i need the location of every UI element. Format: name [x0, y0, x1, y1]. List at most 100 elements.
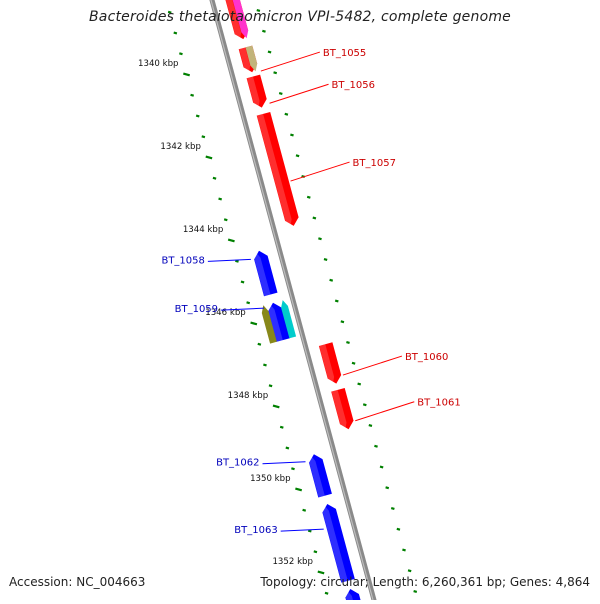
accession-text: Accession: NC_004663	[9, 575, 146, 589]
minor-tick	[379, 465, 384, 469]
tick-label: 1346 kbp	[205, 308, 246, 318]
gene-label[interactable]: BT_1061	[417, 398, 460, 409]
gene-label[interactable]: BT_1055	[323, 48, 366, 59]
minor-tick	[290, 133, 294, 137]
backbone	[209, 0, 378, 604]
gene-arrow[interactable]	[254, 250, 278, 297]
gene-features[interactable]	[221, 0, 364, 604]
minor-tick	[223, 218, 228, 222]
gene-label[interactable]: BT_1056	[332, 80, 375, 91]
gene-highlight	[268, 303, 283, 342]
minor-tick	[351, 361, 356, 365]
tick-label: 1342 kbp	[160, 142, 201, 152]
gene-arrow[interactable]	[228, 0, 249, 39]
minor-tick	[240, 280, 245, 284]
gene-label[interactable]: BT_1062	[216, 458, 259, 469]
minor-tick	[201, 135, 206, 139]
minor-tick	[318, 237, 322, 241]
gene-bt-1059[interactable]	[268, 302, 290, 342]
gene-arrow[interactable]	[245, 45, 258, 72]
minor-tick	[385, 486, 390, 490]
major-tick	[227, 238, 235, 243]
tick-label: 1350 kbp	[250, 474, 291, 484]
minor-tick	[313, 550, 318, 554]
gene-arrow[interactable]	[246, 74, 267, 108]
gene-label-leader	[342, 355, 403, 376]
gene-segment-3[interactable]	[245, 45, 258, 72]
minor-tick	[246, 301, 251, 305]
minor-tick	[357, 382, 362, 386]
minor-tick	[285, 446, 290, 450]
gene-bt-1056[interactable]	[246, 74, 267, 109]
gene-segment-14[interactable]	[345, 589, 364, 604]
gene-label[interactable]: BT_1060	[405, 352, 448, 363]
major-tick	[205, 155, 213, 160]
genome-title: Bacteroides thetaiotaomicron VPI-5482, c…	[88, 9, 511, 25]
minor-tick	[302, 508, 307, 512]
minor-tick	[262, 29, 266, 33]
gene-highlight	[309, 455, 325, 498]
gene-arrow[interactable]	[318, 342, 342, 384]
major-tick	[183, 72, 191, 77]
gene-label[interactable]: BT_1057	[353, 158, 396, 169]
gene-arrow[interactable]	[268, 302, 290, 342]
minor-tick	[284, 112, 289, 116]
gene-arrow[interactable]	[331, 388, 354, 430]
gene-bt-1062[interactable]	[309, 454, 332, 498]
minor-tick	[218, 197, 223, 201]
major-tick	[317, 570, 325, 575]
gene-arrow[interactable]	[309, 454, 332, 498]
gene-label-leader	[221, 307, 265, 311]
minor-tick	[324, 591, 329, 595]
minor-tick	[279, 425, 284, 429]
tick-label: 1352 kbp	[272, 557, 313, 567]
gene-bt-1063[interactable]	[322, 504, 355, 583]
gene-segment-8[interactable]	[281, 300, 297, 339]
gene-bt-1057[interactable]	[256, 112, 299, 227]
minor-tick	[256, 9, 261, 13]
minor-tick	[306, 195, 311, 199]
backbone-line	[209, 0, 378, 604]
major-tick	[295, 487, 303, 492]
minor-tick	[268, 384, 273, 388]
gene-label[interactable]: BT_1063	[234, 525, 277, 536]
gene-label[interactable]: BT_1058	[161, 255, 204, 266]
gene-bt-1058[interactable]	[254, 250, 278, 297]
minor-tick	[195, 114, 200, 118]
gene-segment-9[interactable]	[261, 305, 277, 344]
gene-segment-1[interactable]	[228, 0, 249, 39]
minor-tick	[295, 154, 300, 158]
backbone-highlight	[210, 0, 375, 604]
gene-label-leader	[260, 51, 321, 72]
gene-bt-1060[interactable]	[318, 342, 342, 385]
gene-arrow[interactable]	[322, 504, 355, 583]
minor-tick	[267, 50, 272, 54]
minor-tick	[368, 424, 373, 428]
minor-tick	[346, 341, 350, 345]
major-tick	[250, 321, 258, 326]
minor-tick	[362, 403, 367, 407]
minor-tick	[278, 92, 283, 96]
gene-arrow[interactable]	[256, 112, 299, 226]
gene-bt-1061[interactable]	[331, 388, 354, 431]
minor-tick	[407, 569, 412, 573]
minor-tick	[173, 31, 178, 35]
minor-tick	[340, 320, 345, 324]
minor-tick	[257, 342, 262, 346]
gene-arrow[interactable]	[261, 305, 277, 344]
minor-tick	[273, 71, 278, 75]
gene-labels[interactable]: BT_1055 BT_1056 BT_1057 BT_1058 BT_1059 BT_10…	[161, 48, 460, 536]
minor-tick	[390, 507, 395, 511]
major-tick	[272, 404, 280, 409]
minor-tick	[190, 93, 195, 97]
minor-tick	[413, 590, 418, 594]
gene-arrow[interactable]	[281, 300, 297, 339]
gene-label-leader	[262, 461, 306, 465]
gene-label-leader	[207, 258, 251, 262]
gene-label[interactable]: BT_1059	[175, 304, 218, 315]
minor-tick	[374, 444, 378, 448]
gene-label-leader	[355, 401, 415, 422]
gene-highlight	[246, 76, 260, 109]
